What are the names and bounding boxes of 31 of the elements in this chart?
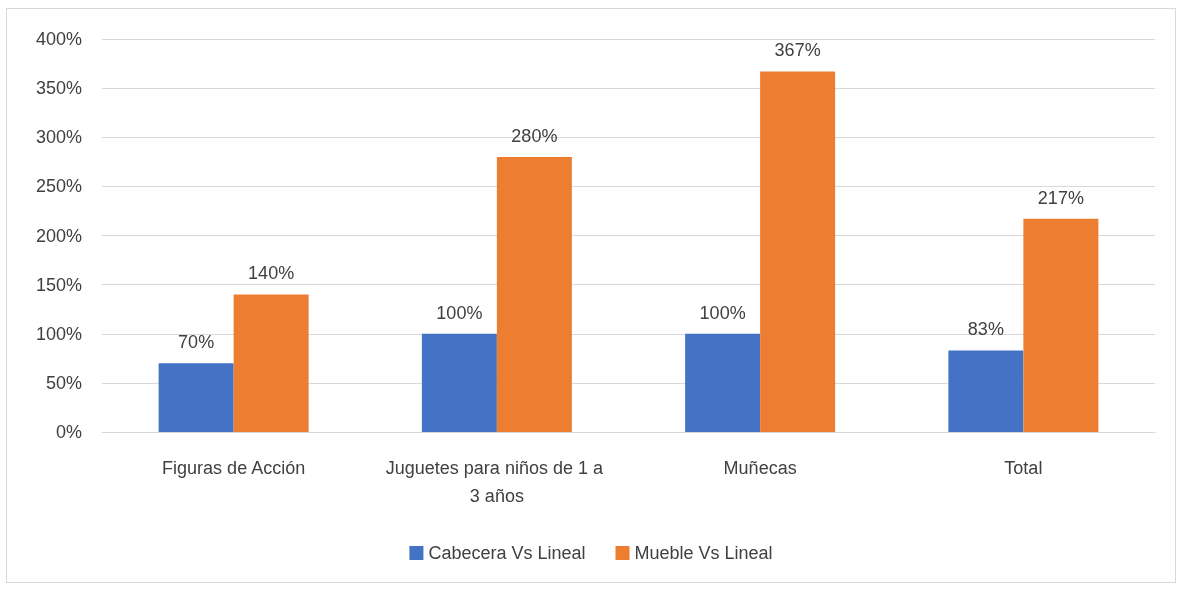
bar bbox=[158, 363, 234, 432]
legend-label: Mueble Vs Lineal bbox=[634, 543, 773, 563]
y-tick-label: 400% bbox=[35, 29, 82, 49]
data-label: 100% bbox=[436, 302, 483, 323]
bar bbox=[421, 333, 497, 432]
bar bbox=[1023, 218, 1099, 432]
bar bbox=[233, 294, 309, 432]
y-tick-label: 200% bbox=[35, 225, 82, 246]
x-tick-label: Total bbox=[1004, 458, 1043, 478]
y-tick-label: 0% bbox=[55, 422, 82, 442]
x-tick-label: Juguetes para niños de 1 a 3 años bbox=[385, 458, 608, 506]
data-label: 100% bbox=[699, 302, 746, 323]
y-tick-label: 350% bbox=[35, 78, 82, 99]
data-label: 280% bbox=[511, 125, 558, 146]
y-tick-label: 300% bbox=[35, 127, 82, 148]
y-tick-label: 100% bbox=[35, 323, 82, 344]
data-label: 70% bbox=[178, 332, 215, 353]
data-label: 83% bbox=[967, 319, 1004, 340]
data-label: 367% bbox=[774, 40, 821, 61]
legend-label: Cabecera Vs Lineal bbox=[428, 543, 586, 563]
x-tick-label: Figuras de Acción bbox=[162, 458, 306, 478]
bar bbox=[685, 333, 761, 432]
bar bbox=[496, 156, 572, 432]
data-label: 217% bbox=[1037, 187, 1084, 208]
bar bbox=[948, 350, 1024, 432]
y-tick-label: 150% bbox=[35, 274, 82, 295]
data-label: 140% bbox=[248, 263, 295, 284]
bar bbox=[760, 71, 836, 432]
y-tick-label: 250% bbox=[35, 176, 82, 197]
y-tick-label: 50% bbox=[45, 372, 82, 393]
x-tick-label: Muñecas bbox=[723, 458, 797, 478]
